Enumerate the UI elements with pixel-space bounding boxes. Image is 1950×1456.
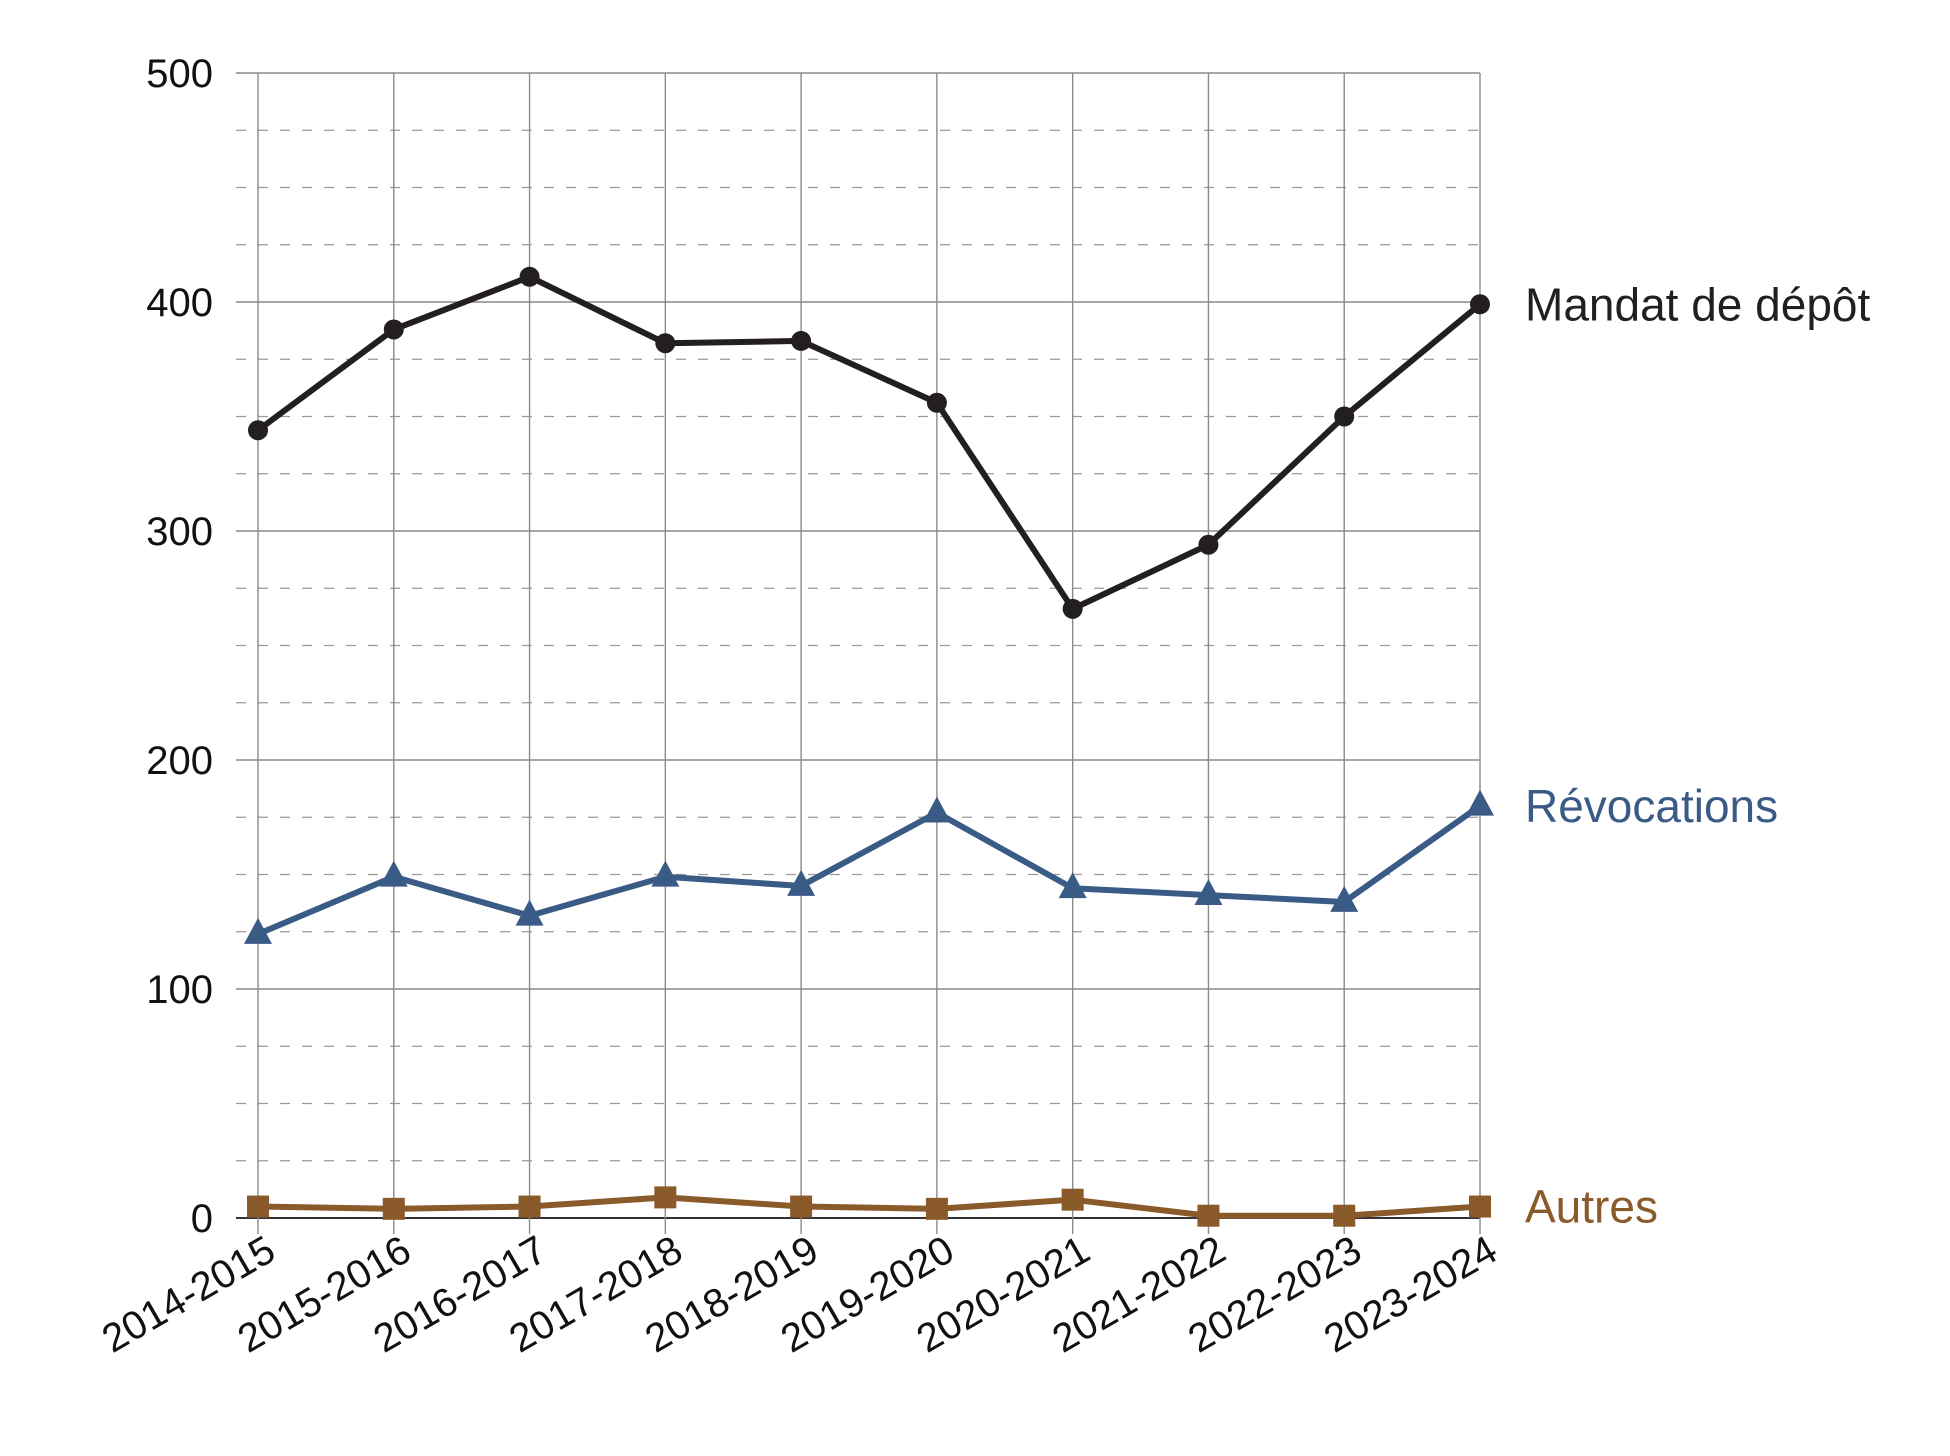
marker-autres — [382, 1197, 405, 1220]
marker-mandat-de-depot — [519, 266, 540, 287]
series-label-revocations: Révocations — [1525, 780, 1778, 832]
series-label-autres: Autres — [1525, 1181, 1658, 1233]
y-tick-label: 500 — [146, 52, 213, 96]
marker-autres — [1333, 1204, 1356, 1227]
marker-revocations — [244, 917, 272, 944]
marker-revocations — [651, 860, 680, 887]
series-labels: Mandat de dépôt Révocations Autres — [1525, 278, 1870, 1232]
marker-autres — [518, 1195, 541, 1218]
marker-mandat-de-depot — [791, 330, 812, 351]
series-line-revocations — [256, 803, 1482, 937]
marker-autres — [1061, 1188, 1084, 1211]
marker-mandat-de-depot — [248, 420, 268, 441]
series-line-autres — [257, 1194, 1481, 1219]
marker-mandat-de-depot — [1334, 406, 1355, 427]
marker-mandat-de-depot — [383, 319, 404, 340]
y-tick-label: 400 — [146, 281, 213, 325]
marker-autres — [925, 1197, 948, 1220]
marker-autres — [790, 1195, 813, 1218]
marker-revocations — [1058, 872, 1087, 899]
marker-revocations — [1466, 789, 1494, 816]
marker-revocations — [922, 796, 951, 823]
marker-autres — [1469, 1195, 1491, 1218]
marker-mandat-de-depot — [655, 333, 676, 354]
marker-autres — [247, 1195, 269, 1218]
y-tick-label: 0 — [191, 1197, 213, 1241]
marker-revocations — [1194, 878, 1223, 905]
series-label-mandat-de-depot: Mandat de dépôt — [1525, 278, 1870, 330]
marker-mandat-de-depot — [1062, 598, 1083, 619]
marker-autres — [654, 1186, 677, 1209]
series-line-mandat-de-depot — [256, 273, 1482, 612]
y-tick-label: 300 — [146, 510, 213, 554]
y-tick-label: 100 — [146, 968, 213, 1012]
marker-mandat-de-depot — [926, 392, 947, 413]
marker-autres — [1197, 1204, 1220, 1227]
major-gridlines — [236, 72, 1481, 1234]
marker-mandat-de-depot — [1470, 294, 1490, 315]
x-axis-tick-labels: 2014-20152015-20162016-20172017-20182018… — [95, 1228, 1505, 1362]
marker-revocations — [1330, 885, 1359, 912]
y-tick-label: 200 — [146, 739, 213, 783]
series-markers — [244, 266, 1494, 1227]
minor-gridlines — [236, 129, 1480, 1162]
marker-revocations — [787, 869, 816, 896]
marker-revocations — [515, 899, 544, 926]
marker-mandat-de-depot — [1198, 534, 1219, 555]
marker-revocations — [379, 860, 408, 887]
series-lines — [256, 273, 1482, 1219]
y-axis-tick-labels: 0 100 200 300 400 500 — [146, 52, 213, 1241]
